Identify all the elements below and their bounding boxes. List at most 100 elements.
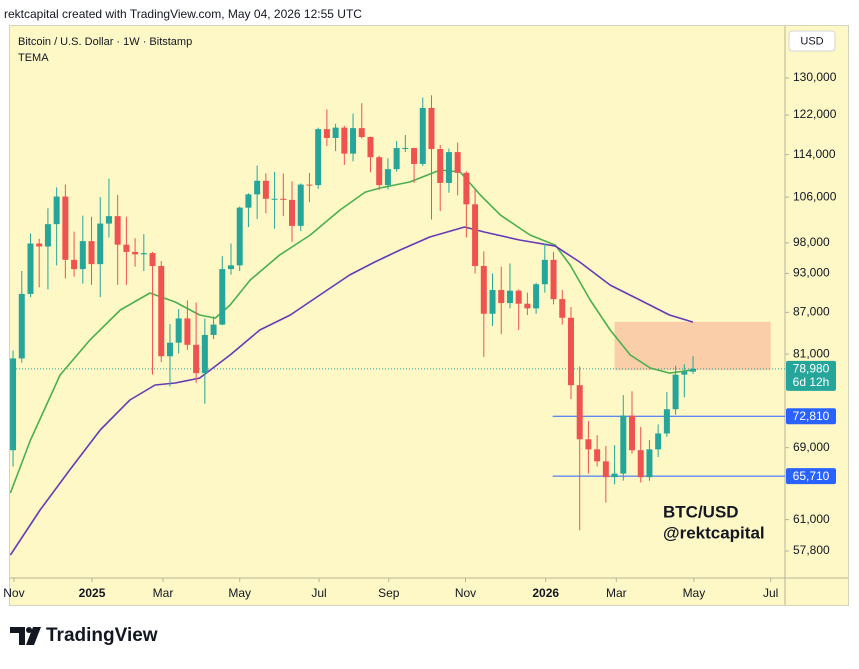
candle-body: [105, 216, 112, 224]
candle-body: [245, 194, 252, 208]
level-label-box: [786, 468, 836, 485]
candle-body: [193, 344, 200, 374]
y-tick-label: 106,000: [793, 189, 837, 203]
candle-body: [541, 259, 548, 285]
candle-body: [140, 253, 147, 255]
candle-body: [620, 415, 627, 474]
candle-body: [629, 415, 636, 451]
candle-body: [637, 450, 644, 478]
candle-body: [132, 251, 139, 255]
candle-body: [681, 371, 688, 375]
candle-body: [184, 318, 191, 345]
candle-body: [71, 259, 78, 270]
x-tick-label: May: [228, 586, 251, 600]
currency-label[interactable]: USD: [800, 35, 823, 47]
candle-body: [567, 317, 574, 386]
x-tick-label: 2026: [532, 586, 559, 600]
candle-body: [437, 149, 444, 183]
candle-body: [672, 374, 679, 410]
x-tick-label: 2025: [79, 586, 106, 600]
x-tick-label: May: [683, 586, 706, 600]
candle-body: [236, 207, 243, 266]
candle-body: [402, 148, 409, 150]
candle-body: [62, 196, 69, 260]
candle-body: [602, 461, 609, 478]
brand-logo: [10, 627, 41, 645]
x-tick-label: Nov: [455, 586, 476, 600]
level-label: 65,710: [793, 469, 830, 483]
candle-body: [10, 358, 17, 451]
candle-body: [315, 129, 322, 186]
candle-body: [306, 184, 313, 186]
candle-body: [463, 172, 470, 205]
last-price-label: 78,980: [793, 362, 830, 376]
y-tick-label: 93,000: [793, 266, 830, 280]
logo-glyph: [26, 627, 32, 633]
candle-body: [576, 385, 583, 440]
candle-body: [36, 243, 43, 247]
candle-body: [411, 148, 418, 164]
candle-body: [533, 284, 540, 309]
candle-body: [175, 318, 182, 343]
y-tick-label: 122,000: [793, 107, 837, 121]
plot: [10, 95, 785, 556]
candle-body: [210, 324, 217, 335]
y-tick-label: 69,000: [793, 440, 830, 454]
x-tick-label: Nov: [3, 586, 24, 600]
candle-body: [149, 253, 156, 266]
candle-body: [18, 293, 25, 359]
last-price-box: [786, 360, 836, 391]
x-tick-label: Jul: [763, 586, 778, 600]
y-tick-label: 81,000: [793, 346, 830, 360]
candle-body: [79, 241, 86, 270]
candle-body: [114, 216, 121, 245]
y-tick-label: 114,000: [793, 147, 836, 161]
candle-body: [445, 152, 452, 183]
x-tick-label: Mar: [153, 586, 174, 600]
candle-body: [201, 334, 208, 374]
header: rektcapital created with TradingView.com…: [4, 7, 362, 21]
y-tick-label: 57,800: [793, 543, 830, 557]
candle-body: [123, 244, 130, 252]
candle-body: [611, 473, 618, 478]
candle-body: [262, 180, 269, 199]
brand-name: TradingView: [46, 625, 158, 646]
candle-body: [376, 157, 383, 186]
candle-body: [367, 137, 374, 158]
candle-body: [489, 290, 496, 314]
candle-body: [594, 449, 601, 462]
annotation: @rektcapital: [663, 523, 765, 542]
candle-body: [166, 342, 173, 357]
candle-body: [289, 199, 296, 226]
candle-body: [350, 128, 357, 154]
candle-body: [227, 265, 234, 270]
level-label: 72,810: [793, 409, 830, 423]
logo-glyph: [10, 627, 25, 645]
currency-box[interactable]: [788, 30, 836, 52]
candle-body: [480, 265, 487, 314]
candle-body: [297, 184, 304, 226]
axes: 57,800 61,000 69,000 81,000 87,000 93,000 98,0…: [3, 70, 836, 600]
candle-body: [332, 127, 339, 138]
candle-body: [472, 204, 479, 266]
candle-body: [646, 449, 653, 478]
candle-body: [219, 269, 226, 325]
candle-body: [663, 409, 670, 434]
candle-body: [88, 241, 95, 265]
x-tick-label: Jul: [311, 586, 326, 600]
candle-body: [358, 128, 365, 138]
candle-body: [506, 290, 513, 304]
candle-body: [393, 148, 400, 170]
candle-body: [44, 224, 51, 247]
annotation: BTC/USD: [663, 502, 739, 521]
candle-body: [498, 290, 505, 304]
x-tick-label: Sep: [378, 586, 400, 600]
level-label-box: [786, 408, 836, 425]
candle-body: [53, 196, 60, 225]
y-tick-label: 87,000: [793, 305, 830, 319]
candle-body: [384, 169, 391, 186]
candle-body: [690, 368, 697, 372]
candle-body: [97, 223, 104, 265]
